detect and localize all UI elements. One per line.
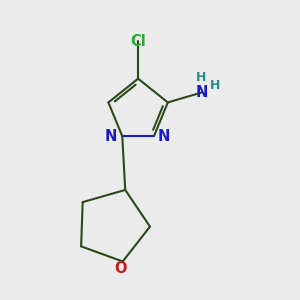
Text: H: H	[196, 71, 207, 84]
Text: N: N	[105, 129, 117, 144]
Text: N: N	[158, 129, 170, 144]
Text: N: N	[195, 85, 208, 100]
Text: O: O	[115, 261, 127, 276]
Text: H: H	[210, 79, 220, 92]
Text: Cl: Cl	[130, 34, 146, 49]
